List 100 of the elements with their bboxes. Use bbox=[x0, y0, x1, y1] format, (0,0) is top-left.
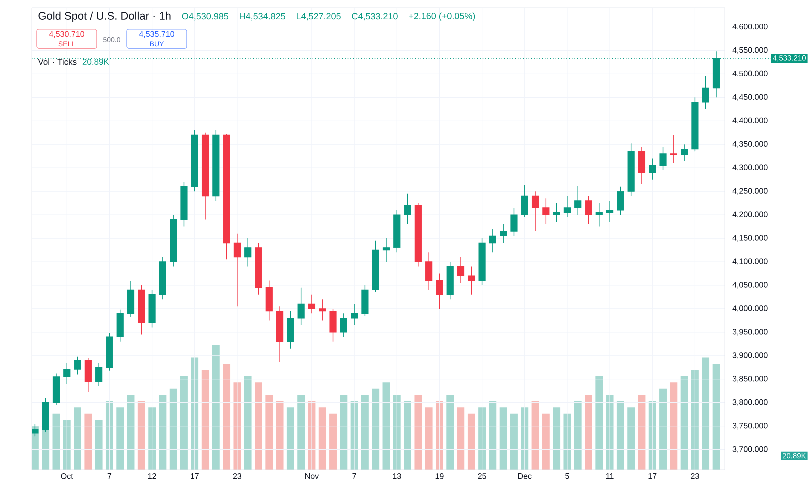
bar bbox=[255, 382, 262, 470]
candlestick bbox=[244, 238, 252, 268]
bar bbox=[276, 401, 284, 470]
bar bbox=[521, 408, 529, 470]
bar bbox=[116, 408, 124, 470]
annotation: 4,530.710 bbox=[49, 31, 84, 38]
x-tick-label: 11 bbox=[606, 474, 614, 480]
x-tick-label: 17 bbox=[648, 474, 657, 480]
bar bbox=[340, 395, 348, 470]
y-tick-label: 4,000.000 bbox=[732, 306, 768, 312]
candlestick bbox=[351, 304, 358, 326]
candlestick bbox=[223, 134, 230, 260]
bar bbox=[468, 414, 476, 470]
bar bbox=[298, 395, 306, 470]
bar bbox=[212, 345, 220, 470]
candlestick bbox=[414, 202, 422, 268]
y-tick-label: 3,800.000 bbox=[732, 400, 768, 406]
candlestick bbox=[106, 333, 114, 372]
x-tick-label: Oct bbox=[61, 474, 74, 480]
bar bbox=[170, 388, 178, 470]
bar bbox=[404, 401, 412, 470]
candlestick bbox=[96, 362, 103, 387]
candlestick bbox=[681, 144, 688, 162]
y-tick-label: 4,050.000 bbox=[732, 282, 768, 289]
bar bbox=[106, 401, 114, 470]
candlestick bbox=[116, 310, 124, 342]
candlestick bbox=[542, 198, 550, 225]
annotation: Vol · Ticks bbox=[38, 58, 77, 66]
x-tick-label: 19 bbox=[436, 474, 444, 480]
y-tick-label: 4,400.000 bbox=[732, 118, 768, 124]
candlestick bbox=[52, 373, 60, 406]
bar bbox=[585, 395, 592, 470]
candlestick bbox=[340, 313, 348, 338]
candlestick bbox=[660, 146, 667, 171]
x-tick-label: 13 bbox=[393, 474, 402, 480]
bar bbox=[138, 401, 146, 470]
y-tick-label: 4,450.000 bbox=[732, 94, 768, 101]
bar bbox=[478, 408, 486, 470]
candlestick bbox=[308, 294, 316, 314]
bar bbox=[74, 408, 82, 470]
x-tick-label: 25 bbox=[478, 474, 486, 480]
bar bbox=[616, 401, 624, 470]
bar bbox=[318, 408, 326, 470]
y-tick-label: 4,500.000 bbox=[732, 70, 768, 78]
bar bbox=[574, 401, 582, 470]
bar bbox=[95, 420, 103, 470]
bar bbox=[361, 395, 369, 470]
candlestick bbox=[596, 202, 603, 228]
candlestick bbox=[564, 196, 572, 218]
candlestick bbox=[702, 76, 710, 110]
candlestick bbox=[606, 200, 614, 222]
y-tick-label: 3,700.000 bbox=[732, 446, 768, 454]
candlestick bbox=[298, 287, 305, 326]
bar bbox=[180, 376, 188, 470]
candlestick bbox=[394, 210, 401, 253]
bar bbox=[596, 376, 604, 470]
bar bbox=[223, 364, 231, 470]
candlestick bbox=[574, 186, 582, 216]
bar bbox=[425, 408, 433, 470]
candlestick bbox=[170, 214, 178, 268]
bar bbox=[159, 395, 167, 470]
candlestick bbox=[191, 130, 198, 192]
candlestick bbox=[266, 280, 273, 322]
candlestick bbox=[500, 224, 508, 244]
x-tick-label: 7 bbox=[352, 474, 356, 480]
annotation: C4,533.210 bbox=[352, 13, 398, 21]
annotation: 4,535.710 bbox=[139, 31, 174, 38]
y-tick-label: 3,850.000 bbox=[732, 376, 768, 383]
candlestick bbox=[287, 310, 294, 350]
candlestick bbox=[617, 186, 624, 216]
bar bbox=[510, 414, 518, 470]
bar bbox=[457, 408, 465, 470]
candlestick bbox=[489, 228, 496, 253]
bar bbox=[42, 430, 50, 470]
candlestick bbox=[478, 238, 486, 286]
candlestick bbox=[585, 196, 592, 225]
candlestick bbox=[362, 285, 369, 316]
candlestick bbox=[138, 285, 146, 336]
candlestick bbox=[74, 356, 82, 376]
bar bbox=[628, 408, 636, 470]
bar bbox=[52, 414, 60, 470]
candlestick bbox=[670, 134, 678, 164]
bar bbox=[436, 401, 444, 470]
candlestick bbox=[692, 97, 699, 152]
candlestick bbox=[148, 290, 156, 328]
candlestick bbox=[553, 202, 560, 222]
y-tick-label: 3,900.000 bbox=[732, 352, 768, 360]
y-tick-label: 4,200.000 bbox=[732, 212, 768, 218]
y-tick-label: 4,100.000 bbox=[732, 258, 768, 266]
candlestick bbox=[159, 256, 166, 300]
annotation: 20.89K bbox=[82, 58, 110, 65]
bar bbox=[489, 401, 497, 470]
candlestick bbox=[446, 262, 454, 300]
candlestick bbox=[649, 158, 656, 180]
bar bbox=[702, 358, 710, 470]
y-tick-label: 4,250.000 bbox=[732, 188, 768, 195]
y-tick-label: 4,150.000 bbox=[732, 235, 768, 242]
bar bbox=[542, 414, 550, 470]
bar bbox=[712, 364, 720, 470]
bar bbox=[691, 370, 699, 470]
